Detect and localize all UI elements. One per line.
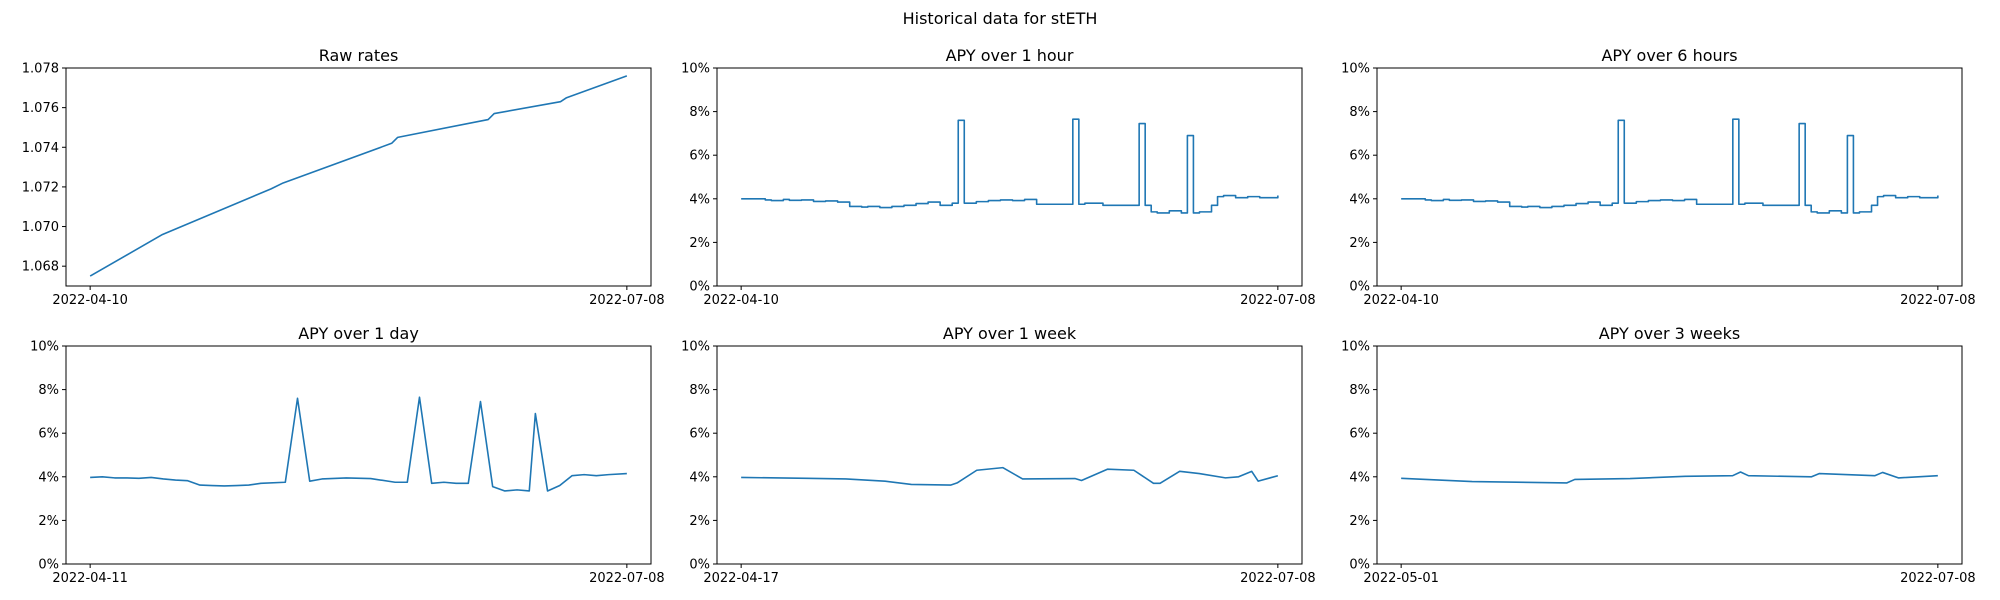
y-tick-label: 8% — [689, 383, 710, 398]
axes-frame — [716, 345, 1303, 565]
y-tick-label: 1.078 — [22, 62, 59, 77]
x-tick-label: 2022-04-11 — [52, 571, 128, 586]
y-tick-label: 1.070 — [22, 220, 59, 235]
x-tick-label: 2022-07-08 — [1900, 571, 1976, 586]
chart-title: APY over 6 hours — [1601, 46, 1737, 65]
x-tick-label: 2022-04-10 — [703, 293, 779, 308]
y-tick-label: 6% — [38, 427, 59, 442]
y-tick-label: 0% — [1349, 558, 1370, 573]
chart-panel-3: APY over 6 hours 0% 2% 4% 6% 8% 10% 2022-04-10 2… — [1341, 46, 1976, 308]
y-tick-label: 10% — [681, 340, 710, 355]
y-tick-label: 10% — [30, 340, 59, 355]
chart-panel-2: APY over 1 hour 0% 2% 4% 6% 8% 10% 2022-04-10 20… — [681, 46, 1316, 308]
x-tick-label: 2022-04-17 — [703, 571, 779, 586]
y-tick-label: 6% — [689, 427, 710, 442]
x-tick-label: 2022-07-08 — [1240, 293, 1316, 308]
x-tick-label: 2022-04-10 — [1363, 293, 1439, 308]
y-tick-label: 0% — [689, 280, 710, 295]
y-tick-label: 1.074 — [22, 141, 59, 156]
y-tick-label: 10% — [1341, 340, 1370, 355]
series-line — [741, 118, 1279, 214]
chart-title: APY over 1 hour — [946, 46, 1074, 65]
y-tick-label: 2% — [689, 514, 710, 529]
chart-title: APY over 1 week — [943, 324, 1077, 343]
chart-panel-5: APY over 1 week 0% 2% 4% 6% 8% 10% 2022-04-17 20… — [681, 324, 1316, 586]
y-tick-label: 1.076 — [22, 101, 59, 116]
y-tick-label: 10% — [681, 62, 710, 77]
chart-panel-6: APY over 3 weeks 0% 2% 4% 6% 8% 10% 2022-05-01 2… — [1341, 324, 1976, 586]
y-tick-label: 8% — [38, 383, 59, 398]
chart-panel-1: Raw rates 1.068 1.070 1.072 1.074 1.076 1.078 2… — [22, 46, 665, 308]
x-tick-label: 2022-07-08 — [589, 571, 665, 586]
y-tick-label: 8% — [689, 105, 710, 120]
axes-frame — [1376, 67, 1963, 287]
y-tick-label: 4% — [1349, 192, 1370, 207]
chart-title: Raw rates — [319, 46, 399, 65]
y-tick-label: 2% — [38, 514, 59, 529]
y-tick-label: 0% — [689, 558, 710, 573]
x-tick-label: 2022-07-08 — [1900, 293, 1976, 308]
y-tick-label: 2% — [1349, 514, 1370, 529]
chart-title: APY over 3 weeks — [1599, 324, 1741, 343]
series-line — [89, 75, 628, 277]
y-tick-label: 0% — [38, 558, 59, 573]
y-tick-label: 10% — [1341, 62, 1370, 77]
y-tick-label: 2% — [1349, 236, 1370, 251]
figure-title: Historical data for stETH — [902, 9, 1098, 28]
y-tick-label: 4% — [38, 470, 59, 485]
y-tick-label: 4% — [689, 470, 710, 485]
y-tick-label: 0% — [1349, 280, 1370, 295]
chart-title: APY over 1 day — [298, 324, 419, 343]
series-line — [90, 396, 627, 492]
chart-panel-4: APY over 1 day 0% 2% 4% 6% 8% 10% 2022-04-11 202… — [30, 324, 665, 586]
axes-frame — [65, 67, 652, 287]
series-line — [1401, 471, 1938, 484]
y-tick-label: 1.068 — [22, 260, 59, 275]
x-tick-label: 2022-05-01 — [1363, 571, 1439, 586]
x-tick-label: 2022-07-08 — [1240, 571, 1316, 586]
x-tick-label: 2022-04-10 — [52, 293, 128, 308]
x-tick-label: 2022-07-08 — [589, 293, 665, 308]
axes-frame — [65, 345, 652, 565]
y-tick-label: 8% — [1349, 383, 1370, 398]
series-line — [741, 466, 1279, 486]
y-tick-label: 2% — [689, 236, 710, 251]
y-tick-label: 8% — [1349, 105, 1370, 120]
y-tick-label: 6% — [1349, 427, 1370, 442]
y-tick-label: 6% — [689, 149, 710, 164]
axes-frame — [1376, 345, 1963, 565]
y-tick-label: 6% — [1349, 149, 1370, 164]
series-line — [1401, 118, 1939, 214]
axes-frame — [716, 67, 1303, 287]
y-tick-label: 1.072 — [22, 180, 59, 195]
y-tick-label: 4% — [1349, 470, 1370, 485]
y-tick-label: 4% — [689, 192, 710, 207]
